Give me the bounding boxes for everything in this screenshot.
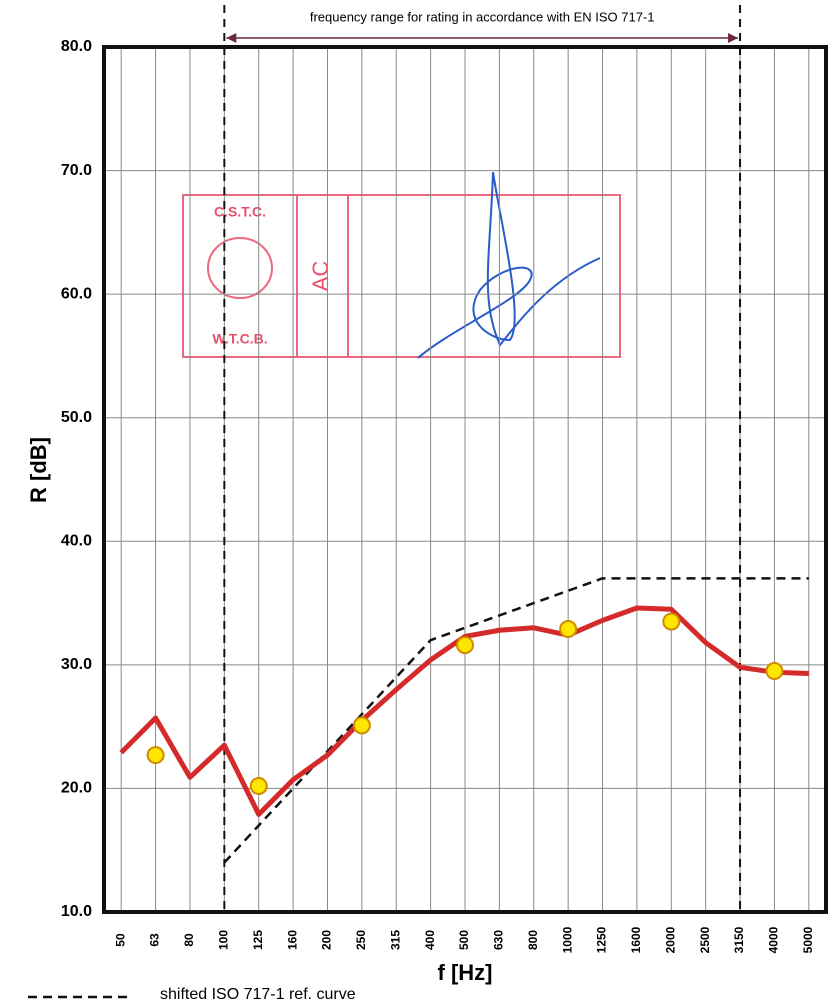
stamp (182, 194, 621, 358)
x-tick-label: 5000 (801, 926, 815, 953)
x-tick-label: 1600 (629, 926, 643, 953)
x-tick-label: 500 (457, 930, 471, 950)
x-tick-label: 200 (320, 930, 334, 950)
octave-point (765, 662, 784, 681)
y-tick-label: 80.0 (61, 38, 92, 55)
x-tick-label: 125 (251, 930, 265, 950)
x-tick-label: 400 (423, 930, 437, 950)
y-tick-label: 30.0 (61, 656, 92, 673)
x-tick-label: 80 (182, 933, 196, 947)
y-tick-label: 20.0 (61, 780, 92, 797)
legend-label: shifted ISO 717-1 ref. curve (160, 986, 356, 1003)
x-axis-label: f [Hz] (438, 960, 493, 985)
x-tick-label: 4000 (767, 926, 781, 953)
stamp-top: C.S.T.C. (214, 204, 266, 220)
signature (417, 171, 601, 359)
x-tick-label: 800 (526, 930, 540, 950)
y-tick-label: 40.0 (61, 533, 92, 550)
y-tick-label: 70.0 (61, 162, 92, 179)
stamp-bottom: W.T.C.B. (212, 331, 267, 347)
stamp-emblem (207, 237, 273, 299)
x-tick-label: 315 (388, 930, 402, 950)
octave-point (559, 620, 578, 639)
y-tick-label: 10.0 (61, 903, 92, 920)
x-tick-label: 100 (217, 930, 231, 950)
stamp-frame (182, 194, 621, 358)
plot-frame (102, 45, 828, 914)
x-tick-label: 2500 (698, 926, 712, 953)
y-tick-label: 60.0 (61, 285, 92, 302)
octave-point (249, 776, 268, 795)
y-axis-label: R [dB] (26, 437, 51, 503)
octave-point (456, 636, 474, 655)
x-tick-label: 1000 (560, 926, 574, 953)
range-label: frequency range for rating in accordance… (310, 9, 655, 24)
x-tick-label: 630 (492, 930, 506, 950)
octave-point (352, 716, 371, 735)
x-tick-label: 1250 (595, 926, 609, 953)
x-tick-label: 63 (148, 933, 162, 947)
reference-curve (223, 577, 809, 864)
octave-point (662, 612, 681, 631)
octave-point (146, 746, 165, 765)
y-tick-label: 50.0 (61, 409, 92, 426)
stamp-initials: AC (308, 261, 333, 292)
x-tick-label: 160 (285, 930, 299, 950)
x-tick-label: 2000 (663, 926, 677, 953)
x-tick-label: 50 (113, 933, 127, 947)
x-tick-label: 3150 (732, 926, 746, 953)
x-tick-label: 250 (354, 930, 368, 950)
